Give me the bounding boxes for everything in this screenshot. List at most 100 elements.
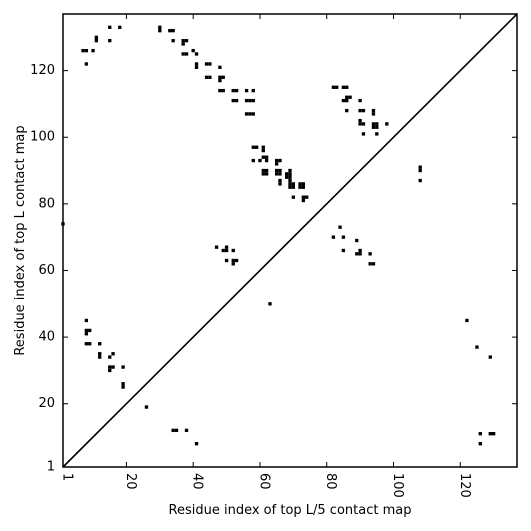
contact-point [341,248,346,253]
contact-point [204,75,209,79]
contact-point [261,148,265,153]
contact-point [251,112,255,116]
contact-point [355,238,359,243]
contact-point [98,355,102,359]
contact-point [108,365,112,369]
contact-point [88,342,92,346]
x-tick-label: 100 [390,473,405,498]
contact-point [368,262,372,266]
contact-point [261,155,265,159]
contact-point [234,88,239,93]
y-tick-label: 20 [38,396,55,411]
contact-point [345,98,349,103]
contact-point [301,195,306,199]
contact-point [284,172,289,176]
contact-point [98,342,102,346]
contact-point [231,262,235,266]
data-points [61,25,496,446]
contact-point [231,98,235,103]
contact-point [174,428,179,433]
contact-point [91,48,95,53]
contact-point [301,182,306,186]
contact-point [291,195,296,199]
contact-point [375,125,379,129]
contact-point [158,28,162,33]
contact-point [158,25,162,29]
contact-point [221,88,225,93]
contact-point [181,52,185,56]
contact-point [171,28,175,33]
contact-point [358,98,362,103]
contact-point [111,352,115,356]
contact-point [94,35,99,39]
contact-point [278,158,282,163]
contact-point [98,352,102,356]
y-axis-label: Residue index of top L contact map [13,125,28,355]
contact-point [84,332,89,336]
contact-point [274,168,279,173]
contact-point [248,98,252,103]
contact-point [208,62,212,66]
contact-point [118,25,122,29]
contact-point [288,182,292,186]
contact-point [191,48,195,53]
contact-point [194,52,199,56]
contact-point [288,185,292,189]
contact-point [278,182,282,186]
contact-point [475,345,479,349]
contact-point [221,248,225,253]
contact-point [251,158,255,163]
y-tick-label: 40 [38,330,55,345]
contact-point [375,122,379,126]
contact-point [218,88,222,93]
contact-point [231,248,235,253]
contact-point [465,318,469,323]
contact-point [288,172,292,176]
contact-point [184,428,189,433]
contact-point [371,122,376,126]
contact-point [84,48,89,53]
contact-point [278,168,282,173]
contact-point [301,198,306,203]
contact-point [248,112,252,116]
contact-point [111,365,115,369]
contact-point [181,42,185,46]
contact-point [231,88,235,93]
contact-point [251,145,255,149]
contact-point [121,382,125,386]
contact-point [208,75,212,79]
contact-point [375,132,379,136]
contact-point [244,88,249,93]
diagonal-line [62,13,518,468]
contact-point [278,172,282,176]
contact-point [331,85,336,89]
contact-point [385,122,389,126]
contact-point [121,385,125,389]
x-tick-label: 60 [256,473,271,490]
contact-point [345,85,349,89]
contact-point [84,342,89,346]
contact-point [341,235,346,239]
contact-point [224,248,229,253]
contact-point [81,48,85,53]
contact-point [335,85,339,89]
contact-point [358,108,362,113]
contact-point [224,258,229,263]
contact-point [341,98,346,103]
x-axis-label: Residue index of top L/5 contact map [169,503,412,518]
contact-point [488,355,492,359]
contact-point [371,125,376,129]
contact-point [361,122,366,126]
contact-point [418,165,422,169]
contact-point [84,62,89,66]
contact-point [288,175,292,179]
contact-point [244,98,249,103]
contact-point [478,432,482,436]
contact-point [361,132,366,136]
contact-point [261,172,265,176]
contact-point [144,405,149,409]
contact-point [288,178,292,183]
contact-point [84,328,89,333]
contact-point [264,155,269,159]
